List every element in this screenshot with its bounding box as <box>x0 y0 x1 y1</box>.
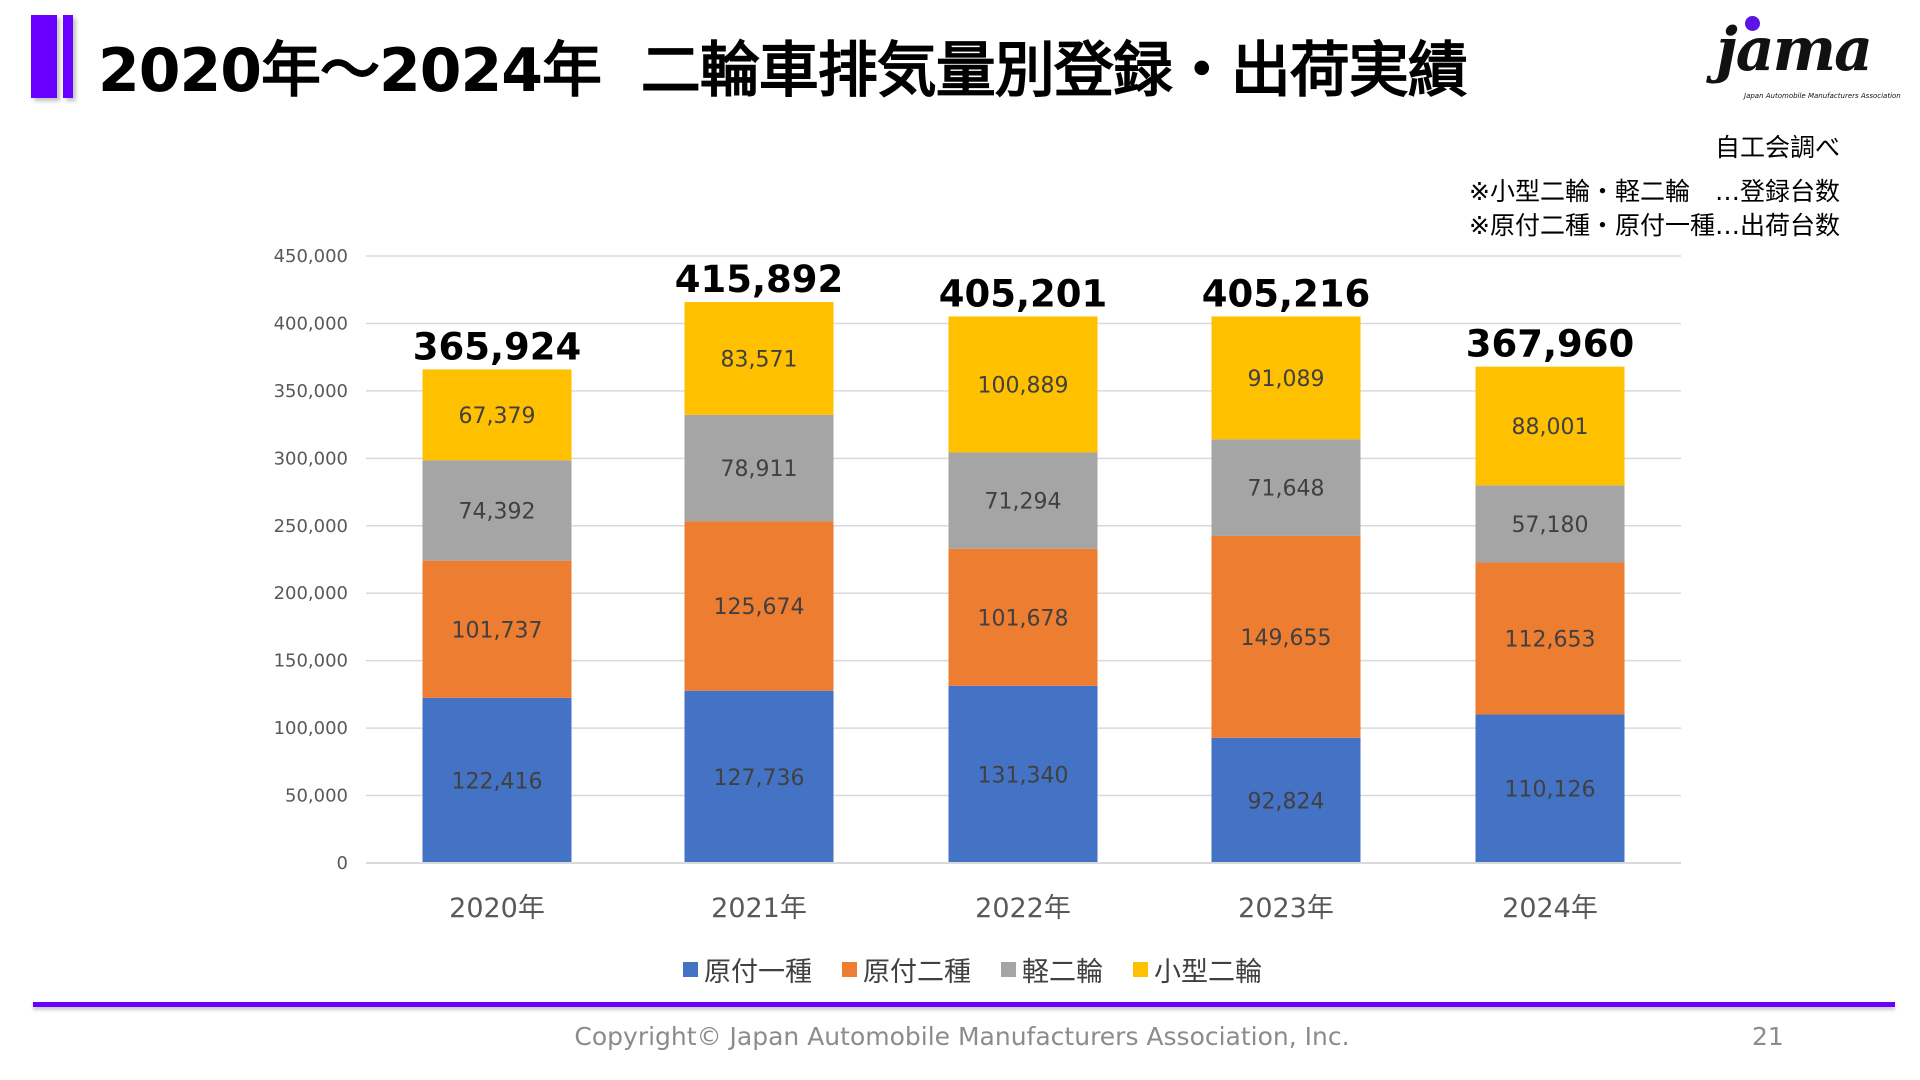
bar-segment <box>422 697 572 863</box>
bar-segment <box>1211 439 1361 536</box>
data-label: 71,648 <box>1248 477 1325 502</box>
bar-segment <box>422 460 572 561</box>
data-label: 122,416 <box>452 769 543 794</box>
title-accent-bar <box>31 15 57 98</box>
bar-segment <box>422 560 572 698</box>
page-title: 2020年～2024年 二輪車排気量別登録・出荷実績 <box>98 36 1468 106</box>
data-label: 57,180 <box>1512 513 1589 538</box>
x-tick-label: 2023年 <box>1238 893 1334 924</box>
y-tick-label: 350,000 <box>274 381 348 402</box>
logo-subtext: Japan Automobile Manufacturers Associati… <box>1744 92 1901 100</box>
page-number: 21 <box>1752 1022 1784 1051</box>
bar-segment <box>1475 485 1625 563</box>
legend-item: 原付一種 <box>683 950 812 989</box>
total-label: 405,216 <box>1202 272 1371 315</box>
data-label: 88,001 <box>1512 415 1589 440</box>
legend-label: 小型二輪 <box>1154 957 1262 988</box>
data-label: 101,678 <box>978 606 1069 631</box>
bar-segment <box>948 452 1098 549</box>
data-label: 149,655 <box>1241 626 1332 651</box>
bar-segment <box>948 548 1098 686</box>
bar-segment <box>684 690 834 863</box>
total-label: 365,924 <box>413 325 582 368</box>
logo-dot-icon <box>1745 16 1760 31</box>
x-tick-label: 2024年 <box>1502 893 1598 924</box>
total-label: 405,201 <box>939 272 1108 315</box>
chart-legend: 原付一種 原付二種 軽二輪 小型二輪 <box>683 950 1262 989</box>
footer-divider <box>33 1002 1895 1007</box>
total-label: 367,960 <box>1466 323 1635 366</box>
logo-wordmark: jama <box>1716 15 1873 85</box>
y-tick-label: 0 <box>337 853 348 874</box>
y-tick-label: 250,000 <box>274 516 348 537</box>
bar-segment <box>948 316 1098 453</box>
legend-item: 小型二輪 <box>1133 950 1262 989</box>
data-label: 101,737 <box>452 618 543 643</box>
bar-segment <box>1211 737 1361 863</box>
bar-segment <box>684 521 834 691</box>
legend-item: 軽二輪 <box>1001 950 1103 989</box>
y-tick-label: 150,000 <box>274 651 348 672</box>
legend-label: 原付一種 <box>704 957 812 988</box>
note-registration: ※小型二輪・軽二輪 …登録台数 <box>1469 177 1840 206</box>
legend-item: 原付二種 <box>842 950 971 989</box>
bar-segment <box>684 414 834 522</box>
y-tick-label: 200,000 <box>274 583 348 604</box>
y-tick-label: 300,000 <box>274 448 348 469</box>
data-label: 71,294 <box>985 490 1062 515</box>
x-tick-label: 2022年 <box>975 893 1071 924</box>
data-label: 91,089 <box>1248 367 1325 392</box>
legend-swatch <box>683 962 698 977</box>
data-label: 125,674 <box>714 595 805 620</box>
bar-segment <box>422 369 572 461</box>
bar-segment <box>1475 562 1625 715</box>
note-shipment: ※原付二種・原付一種…出荷台数 <box>1469 211 1840 240</box>
data-label: 100,889 <box>978 373 1069 398</box>
bar-segment <box>684 302 834 415</box>
x-tick-label: 2020年 <box>449 893 545 924</box>
data-label: 74,392 <box>459 499 536 524</box>
y-tick-label: 50,000 <box>285 786 348 807</box>
data-label: 92,824 <box>1248 789 1325 814</box>
legend-swatch <box>1133 962 1148 977</box>
title-accent-bar-thin <box>63 15 73 98</box>
bar-segment <box>1211 535 1361 738</box>
legend-swatch <box>842 962 857 977</box>
bar-segment <box>1475 366 1625 486</box>
legend-label: 原付二種 <box>863 957 971 988</box>
data-label: 112,653 <box>1505 627 1596 652</box>
copyright: Copyright© Japan Automobile Manufacturer… <box>574 1022 1350 1051</box>
data-label: 78,911 <box>721 457 798 482</box>
bar-segment <box>1211 316 1361 440</box>
jama-logo: jama Japan Automobile Manufacturers Asso… <box>1708 14 1904 106</box>
data-label: 110,126 <box>1505 778 1596 803</box>
y-tick-label: 400,000 <box>274 313 348 334</box>
y-tick-label: 100,000 <box>274 718 348 739</box>
data-label: 67,379 <box>459 404 536 429</box>
total-label: 415,892 <box>675 258 844 301</box>
x-tick-label: 2021年 <box>711 893 807 924</box>
legend-label: 軽二輪 <box>1022 957 1103 988</box>
y-tick-label: 450,000 <box>274 246 348 267</box>
bar-segment <box>1475 714 1625 863</box>
data-label: 131,340 <box>978 763 1069 788</box>
legend-swatch <box>1001 962 1016 977</box>
data-label: 83,571 <box>721 347 798 372</box>
bar-segment <box>948 685 1098 863</box>
source-note: 自工会調べ <box>1714 133 1840 162</box>
data-label: 127,736 <box>714 766 805 791</box>
